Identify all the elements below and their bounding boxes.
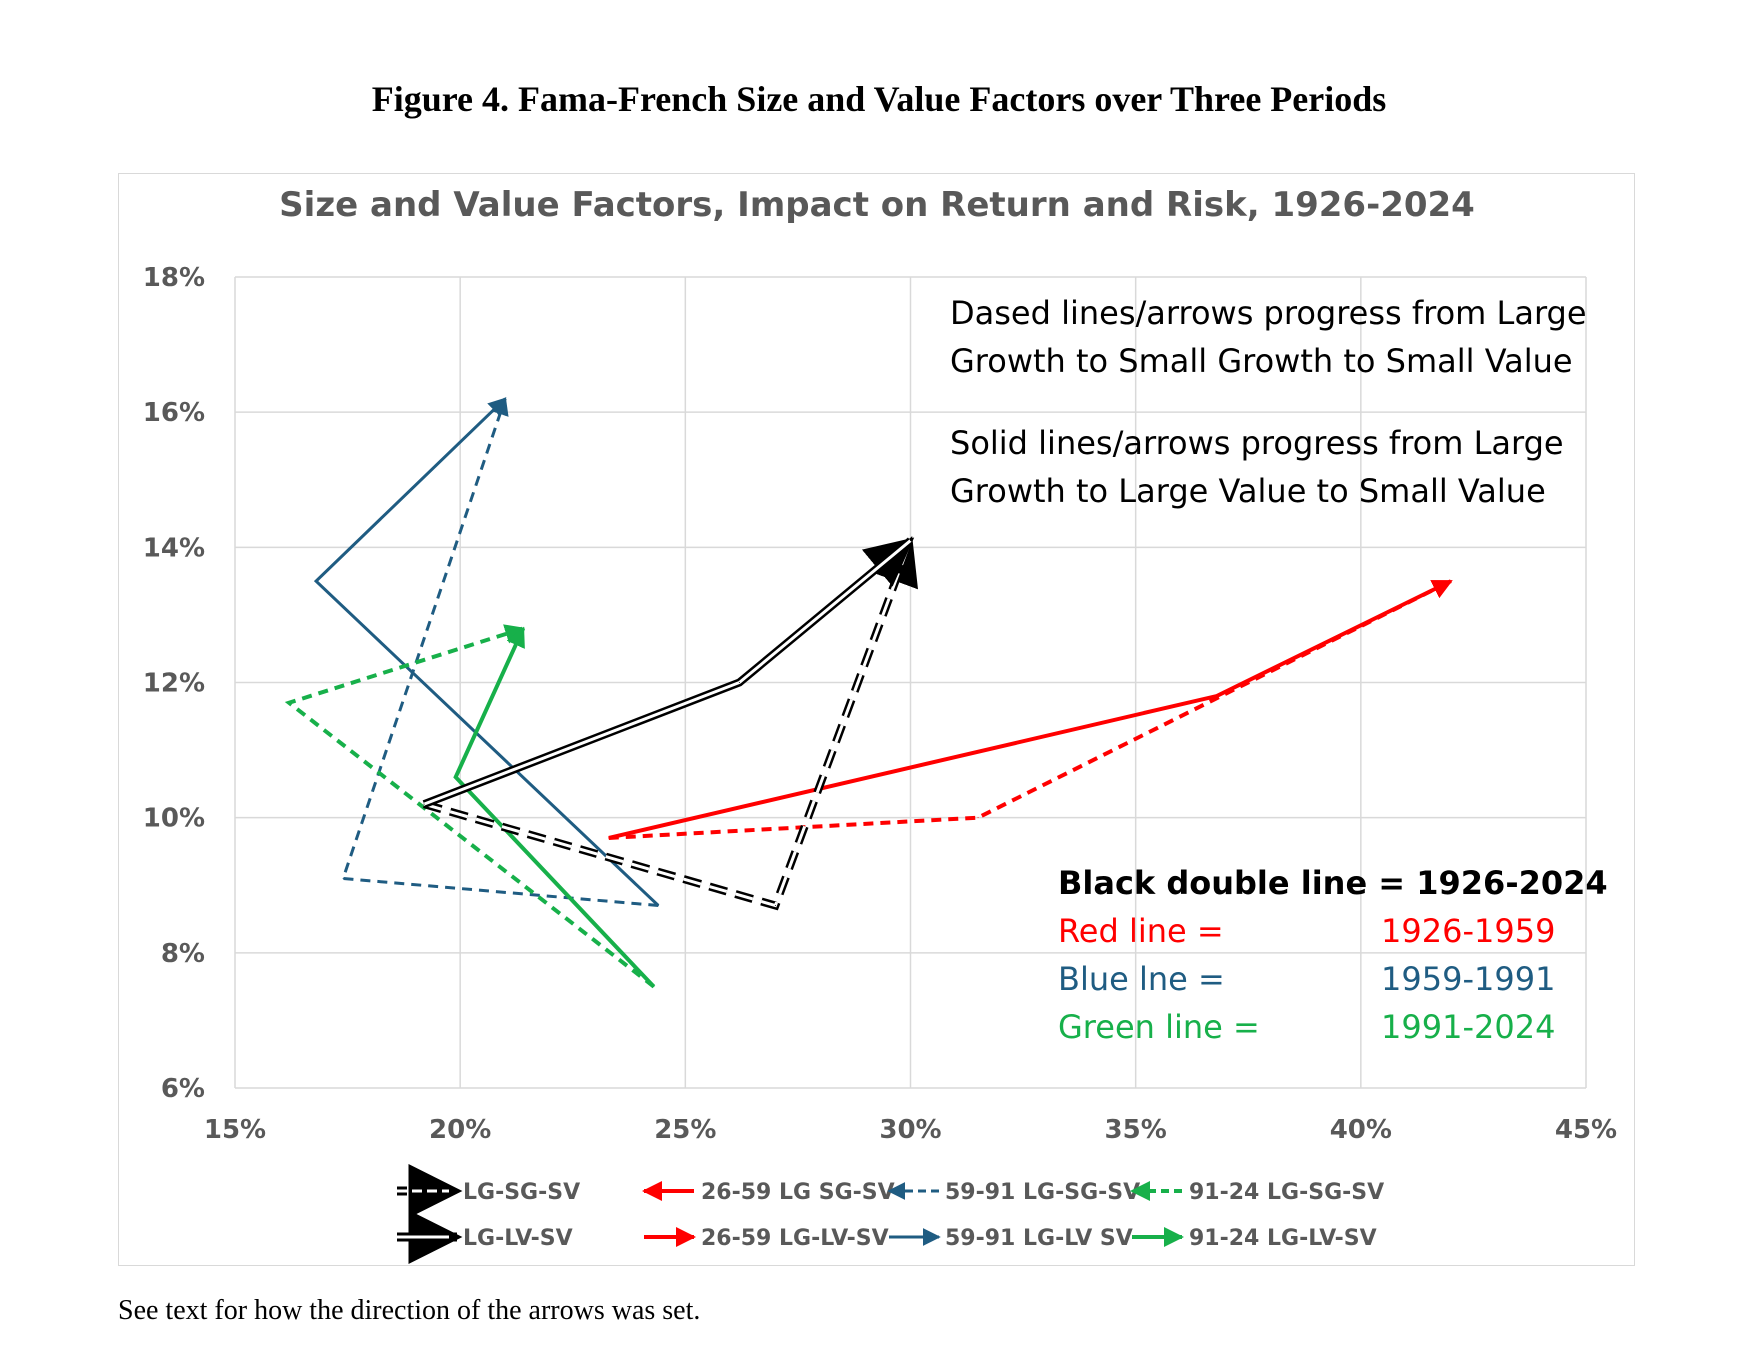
x-tick-label: 30% (879, 1115, 941, 1145)
data-point (1450, 580, 1452, 582)
color-key: Black double line = 1926-2024 Red line =… (1058, 864, 1608, 1046)
legend-red-solid: 26-59 LG-LV-SV (644, 1226, 889, 1251)
figure-title: Figure 4. Fama-French Size and Value Fac… (371, 79, 1387, 119)
series-line-outer (422, 537, 915, 808)
legend-label-blue-dashed: 59-91 LG-SG-SV (945, 1180, 1140, 1205)
data-point (738, 682, 740, 683)
y-tick-label: 14% (143, 533, 205, 563)
annotation-dashed-line1: Dased lines/arrows progress from Large (950, 294, 1587, 332)
series-26-59-lg-sg-sv (608, 579, 1453, 840)
color-key-blue-label: Blue lne = (1058, 960, 1225, 998)
legend-black-dashed: LG-SG-SV (397, 1164, 580, 1218)
figure-caption: See text for how the direction of the ar… (118, 1295, 701, 1326)
x-tick-label: 15% (204, 1115, 266, 1145)
series-line (341, 396, 659, 908)
legend: LG-SG-SV LG-LV-SV 26-59 LG SG-SV 26-59 L… (397, 1164, 1384, 1264)
data-point (288, 702, 290, 704)
series-line (608, 579, 1453, 840)
x-tick-label: 20% (429, 1115, 491, 1145)
y-tick-label: 6% (161, 1074, 205, 1104)
x-tick-label: 25% (654, 1115, 716, 1145)
annotation-solid-line1: Solid lines/arrows progress from Large (950, 424, 1564, 462)
y-tick-label: 16% (143, 398, 205, 428)
data-point (504, 398, 506, 400)
series-line (313, 397, 660, 907)
color-key-red-label: Red line = (1058, 912, 1224, 950)
data-point (522, 627, 524, 629)
x-axis-ticks: 15% 20% 25% 30% 35% 40% 45% (204, 1115, 1617, 1145)
y-tick-label: 18% (143, 263, 205, 293)
chart-area: Size and Value Factors, Impact on Return… (118, 173, 1635, 1266)
series-91-24-lg-lv-sv (453, 626, 656, 988)
series-59-91-lg-lv-sv (313, 397, 660, 907)
legend-label-black-dashed: LG-SG-SV (463, 1180, 580, 1205)
chart-title: Size and Value Factors, Impact on Return… (279, 185, 1475, 225)
color-key-black: Black double line = 1926-2024 (1058, 864, 1608, 902)
color-key-green-label: Green line = (1058, 1008, 1260, 1046)
legend-green-solid: 91-24 LG-LV-SV (1132, 1226, 1377, 1251)
legend-label-red-solid: 26-59 LG-LV-SV (701, 1226, 889, 1251)
legend-label-red-dashed: 26-59 LG SG-SV (701, 1180, 895, 1205)
color-key-red-period: 1926-1959 (1381, 912, 1555, 950)
data-point (423, 803, 425, 805)
data-point (653, 986, 655, 988)
legend-label-blue-solid: 59-91 LG-LV SV (945, 1226, 1133, 1251)
series-26-59-lg-lv-sv (608, 579, 1453, 840)
annotation-solid-line2: Growth to Large Value to Small Value (950, 472, 1546, 510)
series-lg-lv-sv (422, 537, 915, 808)
data-point (910, 540, 911, 542)
data-point (977, 817, 979, 819)
legend-label-black-solid: LG-LV-SV (463, 1226, 573, 1251)
series-lg-sg-sv (423, 536, 919, 911)
y-tick-label: 8% (161, 939, 205, 969)
series-line-inner (423, 539, 912, 806)
data-point (1216, 695, 1218, 697)
x-tick-label: 35% (1105, 1115, 1167, 1145)
data-point (342, 877, 344, 879)
legend-green-dashed: 91-24 LG-SG-SV (1130, 1180, 1384, 1205)
series-group (284, 396, 1453, 989)
series-line-inner (423, 540, 912, 908)
legend-red-dashed: 26-59 LG SG-SV (642, 1180, 895, 1205)
legend-blue-solid: 59-91 LG-LV SV (889, 1226, 1133, 1251)
legend-label-green-dashed: 91-24 LG-SG-SV (1189, 1180, 1384, 1205)
data-point (774, 905, 776, 907)
y-tick-label: 10% (143, 804, 205, 834)
legend-blue-dashed: 59-91 LG-SG-SV (887, 1180, 1140, 1205)
gridlines (234, 276, 1587, 1089)
legend-black-solid: LG-LV-SV (397, 1210, 573, 1264)
y-axis-ticks: 6% 8% 10% 12% 14% 16% 18% (143, 263, 205, 1104)
series-line (608, 579, 1453, 840)
color-key-green-period: 1991-2024 (1381, 1008, 1555, 1046)
y-tick-label: 12% (143, 669, 205, 699)
legend-label-green-solid: 91-24 LG-LV-SV (1189, 1226, 1377, 1251)
color-key-blue-period: 1959-1991 (1381, 960, 1555, 998)
data-point (608, 837, 610, 839)
data-point (315, 580, 317, 582)
data-point (455, 776, 457, 778)
series-line-outer (423, 536, 919, 911)
annotation-dashed-line2: Growth to Small Growth to Small Value (950, 342, 1573, 380)
x-tick-label: 40% (1330, 1115, 1392, 1145)
data-point (657, 905, 659, 907)
x-tick-label: 45% (1555, 1115, 1617, 1145)
annotation-text: Dased lines/arrows progress from Large G… (950, 294, 1587, 510)
chart-svg: Size and Value Factors, Impact on Return… (143, 185, 1617, 1264)
